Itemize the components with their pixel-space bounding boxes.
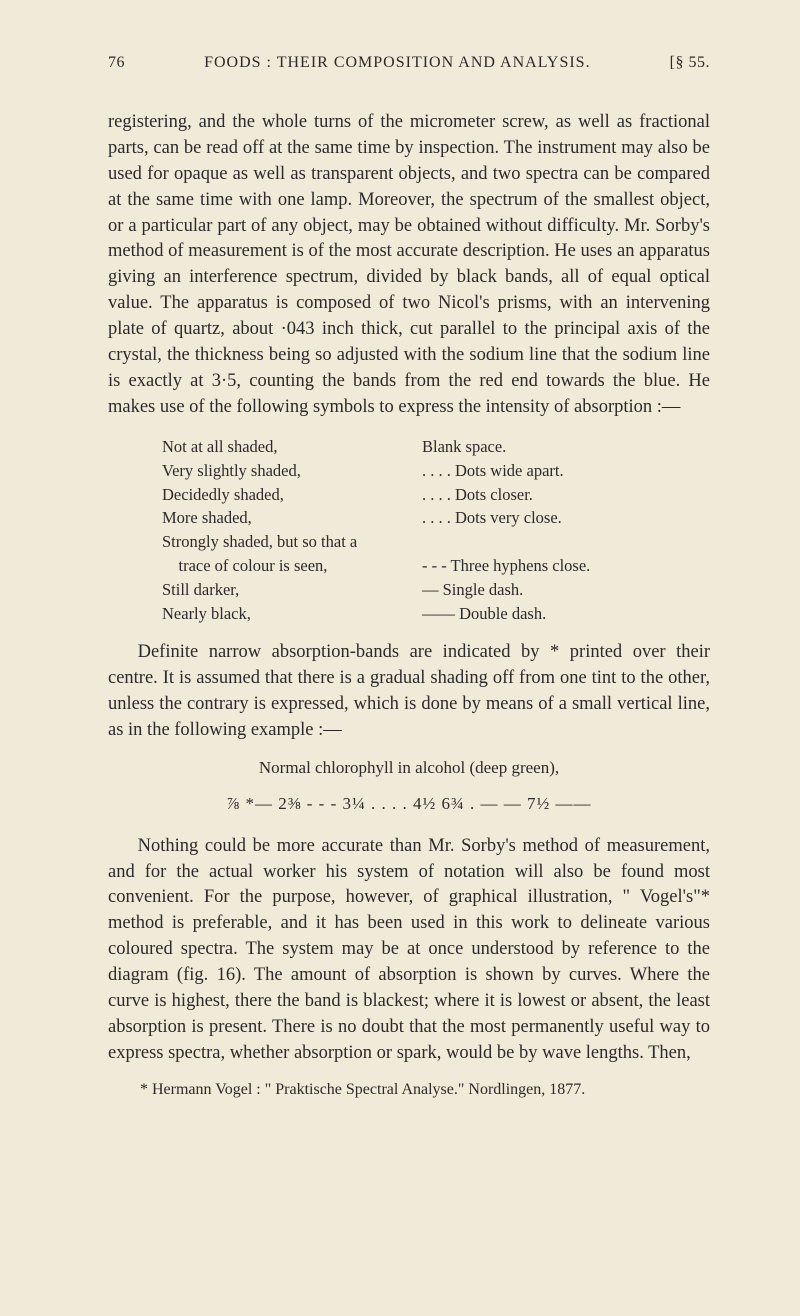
absorption-formula: ⅞ *— 2⅜ - - - 3¼ . . . . 4½ 6¾ . — — 7½ … [108,794,710,814]
symbol-value: — Single dash. [422,578,710,602]
symbol-label: trace of colour is seen, [162,554,422,578]
list-item: Decidedly shaded, . . . . Dots closer. [162,483,710,507]
list-item: More shaded, . . . . Dots very close. [162,506,710,530]
list-item: Strongly shaded, but so that a [162,530,710,554]
symbol-value: —— Double dash. [422,602,710,626]
symbol-label: Not at all shaded, [162,435,422,459]
list-item: Still darker, — Single dash. [162,578,710,602]
symbol-label: Very slightly shaded, [162,459,422,483]
list-item: trace of colour is seen, - - - Three hyp… [162,554,710,578]
symbol-value: Blank space. [422,435,710,459]
list-item: Not at all shaded, Blank space. [162,435,710,459]
running-header: 76 FOODS : THEIR COMPOSITION AND ANALYSI… [108,54,710,72]
paragraph-1: registering, and the whole turns of the … [108,110,710,421]
symbols-list: Not at all shaded, Blank space. Very sli… [162,435,710,626]
symbol-value: . . . . Dots very close. [422,506,710,530]
symbol-label: Nearly black, [162,602,422,626]
symbol-label: More shaded, [162,506,422,530]
footnote: * Hermann Vogel : " Praktische Spectral … [108,1081,710,1099]
chlorophyll-caption: Normal chlorophyll in alcohol (deep gree… [108,758,710,778]
symbol-value: . . . . Dots wide apart. [422,459,710,483]
section-ref: [§ 55. [670,54,710,72]
paragraph-2: Definite narrow absorption-bands are ind… [108,640,710,744]
list-item: Nearly black, —— Double dash. [162,602,710,626]
symbol-value: . . . . Dots closer. [422,483,710,507]
symbol-label: Still darker, [162,578,422,602]
list-item: Very slightly shaded, . . . . Dots wide … [162,459,710,483]
page-number: 76 [108,54,125,72]
symbol-value: - - - Three hyphens close. [422,554,710,578]
symbol-label: Strongly shaded, but so that a [162,530,422,554]
paragraph-3: Nothing could be more accurate than Mr. … [108,834,710,1067]
symbol-value [422,530,710,554]
symbol-label: Decidedly shaded, [162,483,422,507]
running-title: FOODS : THEIR COMPOSITION AND ANALYSIS. [125,54,670,72]
